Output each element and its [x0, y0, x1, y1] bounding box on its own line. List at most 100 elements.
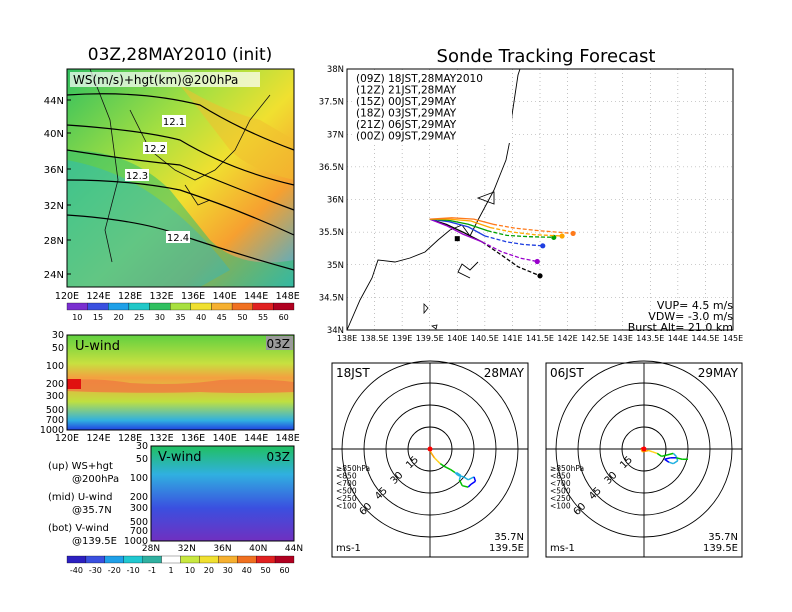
unit-label: ms-1 — [336, 543, 361, 554]
u-lon-label: 140E — [213, 433, 237, 444]
map-label-box — [70, 72, 260, 87]
vup-stat: VUP= 4.5 m/s — [657, 299, 733, 312]
contour-label: 12.4 — [167, 233, 189, 244]
legend-entry: (09Z) 18JST,28MAY2010 — [356, 73, 483, 85]
note-line: (up) WS+hgt — [48, 461, 113, 472]
colorbar-swatch — [180, 555, 200, 564]
colorbar-label: 40 — [196, 313, 206, 322]
colorbar-label: 15 — [93, 313, 103, 322]
note-line: @35.7N — [72, 505, 112, 516]
trajectory-axis-labels: 138E 138.5E 139E 139.5E 140E 140.5E 141E 141.5E… — [319, 65, 743, 343]
hodograph-segment — [467, 476, 475, 481]
hodograph-segment — [436, 460, 441, 465]
x-tick-label: 140.5E — [471, 334, 499, 343]
x-tick-label: 141E — [502, 334, 522, 343]
pressure-legend-entry: <100 — [550, 502, 571, 511]
colorbar-swatch — [274, 555, 295, 564]
pressure-legend-entry: <850 — [336, 472, 357, 481]
v-pressure-label: 50 — [136, 454, 148, 465]
v-time: 03Z — [267, 450, 291, 464]
colorbar-swatch — [128, 302, 150, 311]
colorbar-swatch — [256, 555, 276, 564]
legend-entry: (18Z) 03JST,29MAY — [356, 108, 457, 120]
hodograph-segment — [433, 457, 438, 462]
pressure-legend-entry: <500 — [336, 487, 357, 496]
wind-map-panel: 12.1 12.2 12.3 12.4 WS(m/s)+hgt(km)@200h… — [44, 68, 300, 322]
x-tick-label: 142E — [557, 334, 577, 343]
map-frame — [66, 68, 295, 288]
contour-label-box — [143, 142, 167, 154]
hodograph-segment — [640, 448, 644, 453]
landing-point — [537, 273, 543, 279]
pressure-legend-entry: <850 — [550, 472, 571, 481]
colorbar-label: 30 — [155, 313, 165, 322]
x-tick-label: 140E — [447, 334, 467, 343]
colorbar-swatch — [123, 555, 143, 564]
v-pressure-label: 500 — [130, 517, 148, 528]
hodograph-segment — [667, 452, 674, 456]
u-lon-label: 120E — [55, 433, 79, 444]
hodograph-segment — [455, 471, 462, 477]
u-pressure-label: 700 — [46, 415, 64, 426]
hodograph-segment — [664, 457, 671, 460]
v-pressure-label: 100 — [130, 473, 148, 484]
y-tick-label: 34N — [327, 326, 344, 336]
y-tick-label: 36N — [327, 196, 344, 206]
colorbar-label: -20 — [108, 566, 121, 575]
note-line: (mid) U-wind — [48, 492, 112, 503]
u-lon-label: 132E — [150, 433, 174, 444]
colorbar-label: 20 — [204, 566, 214, 575]
hodograph-left: 18JST 28MAY15304560≥850hPa<850<700<500<25… — [331, 360, 529, 558]
colorbar-swatch — [218, 555, 238, 564]
hodograph-segment — [672, 460, 679, 465]
map-lat-label: 24N — [44, 270, 64, 281]
pressure-legend-entry: <700 — [336, 479, 357, 488]
x-tick-label: 143E — [613, 334, 633, 343]
v-pressure-label: 200 — [130, 492, 148, 503]
x-tick-label: 138.5E — [361, 334, 389, 343]
trajectory-line-dashed — [481, 241, 538, 263]
contour-label: 12.1 — [163, 117, 185, 128]
pressure-legend-entry: ≥850hPa — [550, 464, 584, 473]
colorbar-label: 50 — [237, 313, 247, 322]
colorbar-swatch — [273, 302, 295, 311]
landing-point — [559, 233, 565, 239]
colorbar-swatch — [108, 302, 130, 311]
trajectory-line-dashed — [487, 230, 554, 238]
hodograph-segment — [439, 463, 446, 468]
y-tick-label: 37N — [327, 130, 344, 140]
colorbar-label: 50 — [261, 566, 271, 575]
colorbar-label: 60 — [279, 566, 289, 575]
hodograph-segment — [642, 449, 649, 453]
location-lat: 35.7N — [494, 532, 524, 543]
hodograph-segment — [467, 483, 472, 488]
location-lon: 139.5E — [703, 543, 738, 554]
contour-label-box — [162, 115, 186, 127]
map-lat-label: 36N — [44, 165, 64, 176]
map-lon-label: 128E — [118, 291, 142, 302]
trajectory-chart: 138E 138.5E 139E 139.5E 140E 140.5E 141E 141.5E… — [319, 65, 743, 343]
u-max-core — [67, 379, 81, 389]
map-lat-label: 28N — [44, 236, 64, 247]
u-lon-label: 144E — [244, 433, 268, 444]
colorbar-label: 55 — [258, 313, 268, 322]
v-lat-labels: 28N 32N 36N 40N 44N — [142, 544, 303, 554]
landing-point — [534, 258, 540, 265]
colorbar-label: 25 — [134, 313, 144, 322]
legend-entry: (12Z) 21JST,28MAY — [356, 85, 457, 97]
height-contour — [66, 93, 295, 151]
trajectory-line-dashed — [481, 241, 541, 277]
u-lon-label: 136E — [181, 433, 205, 444]
hodograph-segment — [668, 461, 674, 465]
trajectory-lines — [429, 217, 576, 279]
colorbar-swatch — [87, 302, 109, 311]
launch-site-marker — [454, 236, 460, 242]
island — [423, 303, 429, 315]
burst-alt-stat: Burst Alt= 21.0 km — [628, 321, 733, 334]
surface-point — [427, 446, 433, 452]
coastline — [457, 261, 479, 279]
trajectory-line-dashed — [490, 226, 563, 237]
hodograph-segment — [661, 454, 668, 458]
map-lat-labels: 44N 40N 36N 32N 28N 24N — [44, 96, 71, 281]
